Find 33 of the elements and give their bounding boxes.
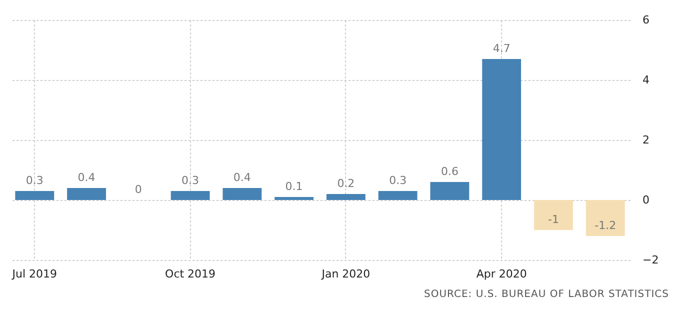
data-label: 0.1 xyxy=(285,180,303,193)
data-label: 0.3 xyxy=(182,174,200,187)
data-label: 4.7 xyxy=(492,42,510,55)
bar xyxy=(326,194,366,200)
data-label: 0.4 xyxy=(78,171,96,184)
x-tick-label: Oct 2019 xyxy=(165,268,216,280)
y-tick-label: 2 xyxy=(642,134,650,146)
bar xyxy=(378,191,418,200)
bar xyxy=(222,188,262,200)
data-label: 0 xyxy=(134,183,142,196)
bar xyxy=(274,197,314,200)
bar xyxy=(430,182,470,200)
bar xyxy=(586,200,625,236)
bar xyxy=(482,59,522,200)
data-label: 0.3 xyxy=(26,174,44,187)
bar xyxy=(15,191,54,200)
x-tick-label: Apr 2020 xyxy=(476,268,527,280)
data-label: -1.2 xyxy=(594,219,616,232)
data-label: 0.3 xyxy=(389,174,407,187)
y-tick-label: 6 xyxy=(642,14,650,26)
y-tick-label: 0 xyxy=(642,194,650,206)
bar xyxy=(67,188,106,200)
bar xyxy=(534,200,573,230)
x-tick-label: Jan 2020 xyxy=(320,268,370,280)
bar xyxy=(170,191,210,200)
y-tick-label: −2 xyxy=(642,254,659,266)
data-label: -1 xyxy=(548,213,559,226)
data-label: 0.4 xyxy=(233,171,251,184)
y-tick-label: 4 xyxy=(642,74,650,86)
x-tick-label: Jul 2019 xyxy=(11,268,58,280)
data-label: 0.6 xyxy=(440,165,458,178)
data-label: 0.2 xyxy=(337,177,355,190)
source-note: SOURCE: U.S. BUREAU OF LABOR STATISTICS xyxy=(423,288,670,302)
